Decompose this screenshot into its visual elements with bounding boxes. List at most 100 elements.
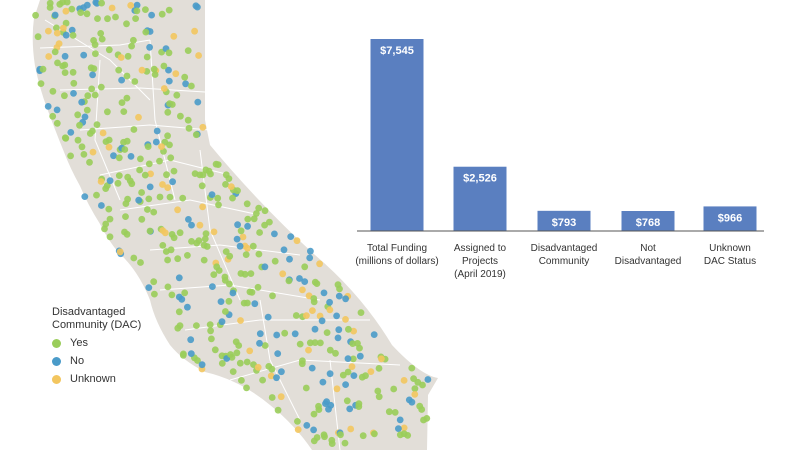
- dac-point: [115, 66, 123, 74]
- legend-item-yes: Yes: [52, 336, 172, 350]
- dac-point: [123, 72, 131, 80]
- dac-point: [325, 405, 332, 413]
- dac-point: [32, 11, 39, 19]
- dac-point: [264, 313, 272, 321]
- dac-point: [225, 175, 233, 183]
- dac-point: [51, 48, 59, 56]
- dac-point: [128, 180, 136, 188]
- dac-point: [354, 340, 361, 347]
- dac-point: [90, 37, 97, 44]
- dac-point: [261, 221, 268, 229]
- dac-point: [318, 317, 326, 325]
- dac-point: [344, 368, 352, 376]
- category-label: (millions of dollars): [355, 256, 438, 267]
- dac-point: [341, 439, 349, 447]
- dac-point: [359, 432, 367, 440]
- dac-point: [305, 346, 312, 354]
- dac-point: [165, 6, 173, 14]
- dac-point: [184, 252, 191, 259]
- dac-point: [378, 355, 385, 363]
- dac-point: [70, 90, 77, 97]
- dac-point: [112, 13, 119, 21]
- county-line: [119, 199, 261, 216]
- dac-point: [76, 121, 83, 129]
- dac-point: [166, 100, 174, 107]
- dac-point: [233, 349, 241, 357]
- dac-point: [104, 15, 111, 23]
- dac-point: [176, 322, 184, 330]
- dac-point: [175, 308, 183, 316]
- dac-point: [80, 151, 88, 158]
- dac-point: [169, 178, 177, 186]
- dac-point: [408, 398, 416, 406]
- dac-point: [210, 271, 218, 278]
- dac-point: [192, 131, 200, 139]
- dac-point: [236, 359, 244, 367]
- dac-point: [256, 330, 264, 338]
- dac-point: [61, 52, 69, 60]
- category-label: Total Funding: [367, 243, 427, 254]
- bar: [537, 210, 591, 231]
- dac-point: [261, 207, 269, 215]
- dac-point: [77, 9, 85, 16]
- dac-point: [395, 425, 402, 432]
- dac-point: [246, 347, 254, 355]
- category-labels: Total Funding (millions of dollars) Assign…: [355, 243, 756, 280]
- dac-point: [179, 194, 187, 202]
- dac-point: [123, 94, 131, 102]
- dac-point: [59, 0, 66, 6]
- dac-point: [59, 24, 67, 32]
- dac-point: [202, 230, 210, 238]
- legend-dot-no: [52, 356, 61, 366]
- dac-point: [45, 27, 52, 35]
- dac-point: [49, 87, 57, 95]
- dac-point: [315, 402, 322, 410]
- dac-point: [210, 228, 218, 236]
- dac-point: [250, 215, 258, 223]
- dac-point: [158, 10, 166, 18]
- dac-point: [226, 252, 234, 260]
- dac-point: [261, 342, 269, 349]
- dac-point: [89, 127, 96, 135]
- dac-point: [410, 375, 417, 382]
- dac-point: [307, 247, 314, 255]
- dac-point: [118, 76, 125, 84]
- dac-point: [185, 124, 193, 132]
- dac-point: [229, 368, 237, 375]
- dac-point: [408, 364, 416, 372]
- dac-point: [121, 146, 129, 153]
- dac-point: [81, 193, 89, 201]
- dac-point: [253, 210, 260, 217]
- dac-point: [170, 167, 178, 175]
- dac-point: [143, 53, 151, 61]
- dac-point: [145, 195, 153, 203]
- dac-point: [177, 112, 184, 120]
- dac-point: [168, 291, 176, 299]
- dac-point: [237, 317, 244, 324]
- dac-point: [227, 351, 234, 358]
- dac-point: [320, 431, 328, 439]
- dac-point: [227, 183, 235, 191]
- dac-point: [234, 221, 242, 229]
- dac-point: [419, 381, 426, 389]
- dac-point: [106, 215, 114, 223]
- dac-point: [261, 263, 269, 271]
- dac-point: [255, 250, 263, 258]
- dac-point: [308, 364, 316, 372]
- dac-point: [291, 330, 299, 338]
- dac-point: [362, 372, 369, 380]
- dac-point: [59, 62, 67, 70]
- dac-point: [215, 201, 222, 209]
- bar: [703, 206, 757, 231]
- dac-point: [310, 426, 317, 434]
- dac-point: [194, 3, 201, 11]
- dac-point: [370, 331, 378, 338]
- county-line: [39, 39, 151, 49]
- dac-point: [164, 132, 172, 140]
- dac-point: [62, 31, 70, 39]
- dac-point: [277, 393, 285, 401]
- dac-point: [74, 136, 82, 144]
- dac-point: [133, 7, 141, 15]
